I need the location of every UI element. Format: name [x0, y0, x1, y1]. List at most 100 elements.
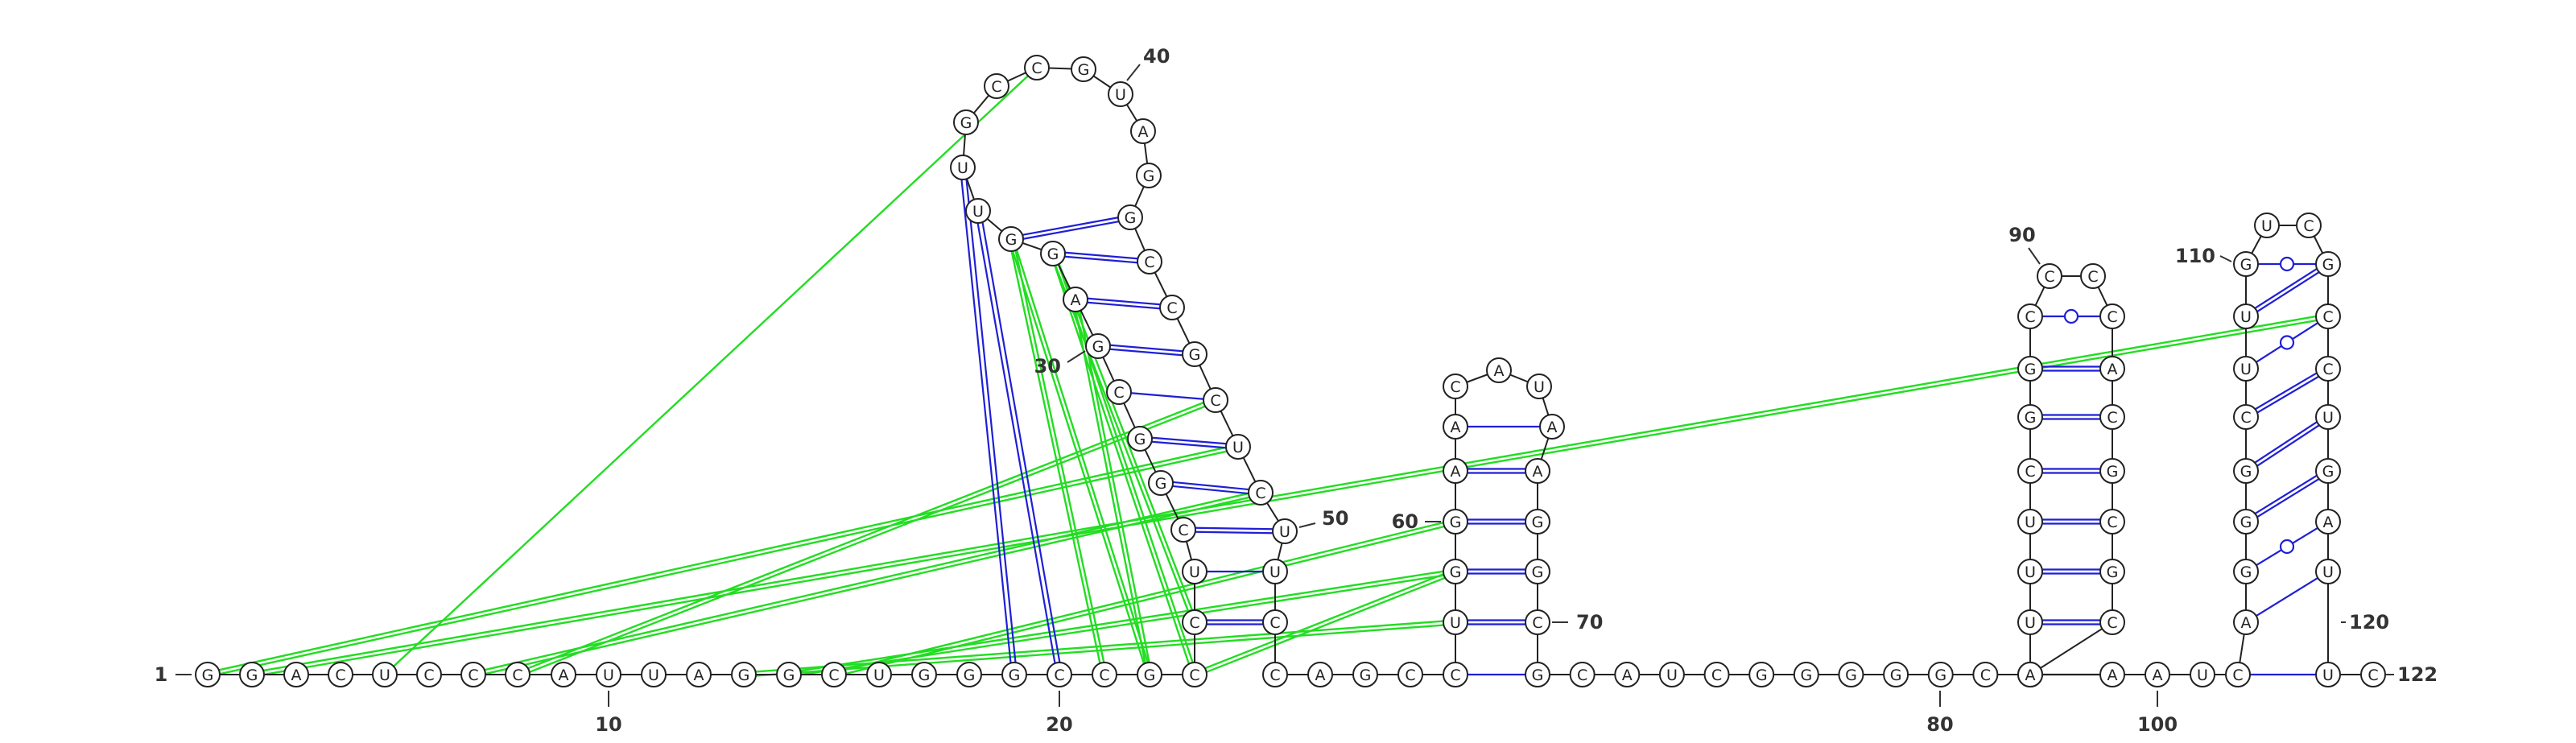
svg-text:C: C: [1054, 667, 1064, 684]
svg-text:G: G: [2107, 563, 2119, 581]
svg-text:C: C: [828, 667, 839, 684]
svg-text:C: C: [1269, 614, 1280, 632]
nucleotide: U: [2315, 404, 2341, 430]
nucleotide: C: [984, 73, 1009, 99]
svg-text:G: G: [1450, 563, 1462, 581]
base-pair: [2042, 518, 2100, 525]
svg-text:G: G: [2240, 256, 2252, 274]
svg-text:U: U: [2240, 308, 2252, 326]
svg-text:U: U: [2322, 409, 2334, 427]
svg-text:C: C: [1099, 667, 1109, 684]
svg-text:C: C: [2322, 361, 2333, 378]
nucleotide: G: [1085, 333, 1111, 359]
nucleotide: G: [2017, 356, 2043, 382]
svg-text:U: U: [1450, 614, 1461, 632]
svg-text:C: C: [991, 78, 1001, 96]
nucleotide: A: [1539, 414, 1565, 440]
svg-text:G: G: [783, 667, 795, 684]
svg-text:C: C: [1980, 667, 1991, 684]
nucleotide: C: [1262, 609, 1288, 635]
base-pair: [1151, 436, 1227, 449]
svg-text:C: C: [1450, 378, 1460, 396]
svg-text:G: G: [2322, 463, 2334, 481]
svg-text:G: G: [1134, 431, 1146, 448]
base-pair: [1109, 344, 1183, 357]
svg-text:C: C: [2025, 308, 2035, 326]
nucleotide: U: [2017, 559, 2043, 584]
nucleotide: U: [1443, 609, 1468, 635]
nucleotide: C: [2099, 509, 2125, 535]
base-pair: [1468, 619, 1525, 625]
svg-text:C: C: [2107, 308, 2117, 326]
svg-text:U: U: [1279, 523, 1290, 541]
nucleotide: A: [2315, 509, 2341, 535]
nucleotide: U: [2190, 662, 2215, 687]
svg-text:G: G: [1532, 514, 1544, 531]
svg-text:C: C: [2107, 614, 2117, 632]
nucleotide: G: [1148, 470, 1174, 496]
svg-text:A: A: [2153, 667, 2163, 684]
svg-text:C: C: [423, 667, 434, 684]
base-pair: [1130, 392, 1204, 400]
svg-text:A: A: [1533, 463, 1543, 481]
svg-text:C: C: [2322, 308, 2333, 326]
position-label-110: 110: [2175, 245, 2215, 267]
svg-text:C: C: [2240, 409, 2251, 427]
svg-text:C: C: [1189, 667, 1199, 684]
svg-text:G: G: [1934, 667, 1946, 684]
svg-text:C: C: [335, 667, 345, 684]
nucleotide: A: [2145, 662, 2170, 687]
svg-text:U: U: [2025, 514, 2036, 531]
position-label-122: 122: [2397, 663, 2438, 686]
nucleotide: C: [2099, 609, 2125, 635]
nucleotide: A: [283, 662, 309, 687]
svg-text:C: C: [512, 667, 522, 684]
nucleotide: G: [2017, 404, 2043, 430]
nucleotide: G: [731, 662, 757, 687]
base-pair: [1468, 568, 1525, 575]
base-pair: [1064, 251, 1138, 264]
pseudoknot-pair: [1054, 263, 1194, 613]
svg-text:G: G: [1756, 667, 1768, 684]
svg-text:G: G: [1800, 667, 1812, 684]
nucleotide: G: [1525, 662, 1550, 687]
nucleotide: C: [2225, 662, 2251, 687]
svg-text:U: U: [1534, 378, 1545, 396]
svg-text:C: C: [1144, 254, 1154, 271]
svg-text:U: U: [603, 667, 614, 684]
nucleotide: U: [1262, 559, 1288, 584]
nucleotide: C: [328, 662, 353, 687]
nucleotide-layer: G G A C U C C C A U U A G G C U G G G C C G C C U C G G C G A G G U U G C C G U…: [195, 55, 2386, 687]
nucleotide: G: [956, 662, 982, 687]
nucleotide: G: [1182, 341, 1208, 367]
nucleotide: C: [1397, 662, 1423, 687]
svg-text:A: A: [2025, 667, 2036, 684]
nucleotide: U: [2233, 356, 2259, 382]
svg-text:G: G: [1078, 61, 1090, 79]
svg-text:A: A: [1451, 463, 1461, 481]
nucleotide: U: [950, 155, 976, 180]
svg-text:G: G: [1890, 667, 1902, 684]
nucleotide: G: [1352, 662, 1378, 687]
nucleotide: A: [1443, 458, 1468, 484]
nucleotide: G: [2233, 559, 2259, 584]
svg-text:C: C: [1210, 392, 1220, 410]
nucleotide: C: [2099, 404, 2125, 430]
base-pair: [1468, 468, 1525, 474]
nucleotide: C: [2360, 662, 2386, 687]
position-tick: [2219, 255, 2232, 262]
nucleotide: G: [2233, 509, 2259, 535]
nucleotide: C: [2315, 303, 2341, 329]
pseudoknot-pair: [218, 446, 1228, 675]
svg-text:A: A: [2107, 667, 2118, 684]
nucleotide: G: [1136, 163, 1162, 188]
svg-text:C: C: [2107, 514, 2117, 531]
base-pair: [2042, 365, 2100, 372]
svg-text:G: G: [964, 667, 976, 684]
nucleotide: G: [1793, 662, 1819, 687]
svg-text:G: G: [1143, 167, 1155, 185]
position-label-80: 80: [1926, 713, 1953, 736]
nucleotide: C: [1525, 609, 1550, 635]
svg-text:C: C: [2303, 217, 2314, 235]
position-label-60: 60: [1392, 510, 1418, 533]
